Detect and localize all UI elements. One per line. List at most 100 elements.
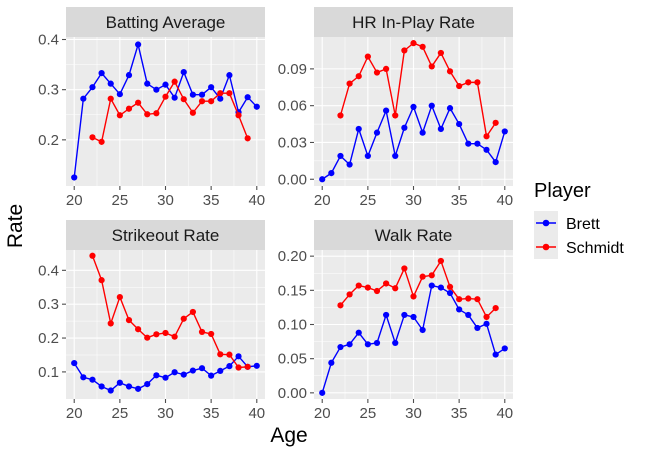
- data-point-schmidt: [125, 105, 133, 112]
- data-point-schmidt: [346, 80, 353, 87]
- data-point-brett: [392, 152, 399, 160]
- data-point-schmidt: [162, 329, 169, 337]
- data-point-brett: [492, 158, 499, 166]
- data-point-brett: [144, 80, 151, 87]
- legend-label-brett: Brett: [566, 216, 600, 233]
- y-tick-label: 0.3: [38, 296, 59, 313]
- data-point-schmidt: [401, 265, 408, 272]
- data-point-brett: [401, 124, 408, 131]
- data-point-schmidt: [180, 96, 187, 103]
- data-point-brett: [428, 282, 435, 289]
- data-point-brett: [153, 372, 160, 379]
- facet-strip-title: HR In-Play Rate: [352, 13, 475, 32]
- data-point-schmidt: [465, 295, 472, 302]
- data-point-brett: [383, 107, 390, 114]
- data-point-schmidt: [446, 283, 454, 291]
- data-point-schmidt: [189, 308, 196, 316]
- data-point-schmidt: [198, 98, 206, 105]
- data-point-brett: [235, 353, 242, 360]
- data-point-schmidt: [208, 330, 215, 338]
- facet-strip-title: Strikeout Rate: [112, 226, 220, 245]
- data-point-brett: [135, 41, 142, 48]
- data-point-schmidt: [355, 73, 362, 80]
- data-point-brett: [419, 326, 426, 334]
- data-point-brett: [217, 95, 224, 102]
- x-tick-label: 20: [66, 405, 83, 422]
- data-point-schmidt: [419, 43, 426, 50]
- data-point-brett: [189, 91, 196, 98]
- y-tick-label: 0.15: [278, 282, 307, 299]
- data-point-schmidt: [355, 282, 362, 289]
- x-tick-label: 30: [157, 192, 174, 209]
- x-tick-label: 25: [112, 192, 129, 209]
- y-tick-label: 0.09: [278, 61, 307, 78]
- panel-strikeout-rate: Strikeout Rate 20 25 30 35 40 0.1 0.2 0.3 0.4: [38, 220, 265, 422]
- data-point-brett: [401, 311, 408, 319]
- legend-title: Player: [534, 180, 591, 202]
- data-point-schmidt: [373, 69, 381, 76]
- data-point-schmidt: [419, 273, 426, 280]
- data-point-schmidt: [235, 112, 242, 119]
- data-point-schmidt: [373, 287, 381, 295]
- x-tick-label: 25: [112, 405, 129, 422]
- legend-point-schmidt: [542, 243, 550, 251]
- data-point-brett: [355, 329, 362, 336]
- data-point-schmidt: [437, 49, 444, 57]
- data-point-brett: [373, 339, 381, 347]
- data-point-brett: [162, 81, 169, 88]
- data-point-brett: [492, 351, 499, 358]
- data-point-schmidt: [392, 285, 399, 292]
- data-point-schmidt: [135, 326, 142, 333]
- data-point-brett: [198, 91, 206, 98]
- x-tick-label: 30: [405, 405, 422, 422]
- data-point-schmidt: [226, 351, 233, 358]
- data-point-schmidt: [410, 293, 417, 300]
- data-point-brett: [410, 313, 417, 321]
- data-point-brett: [217, 367, 224, 374]
- x-tick-label: 30: [157, 405, 174, 422]
- y-axis-title: Rate: [4, 204, 27, 248]
- data-point-schmidt: [235, 364, 242, 371]
- data-point-brett: [107, 80, 114, 87]
- data-point-brett: [373, 129, 381, 136]
- legend-point-brett: [542, 219, 550, 227]
- data-point-brett: [483, 320, 490, 327]
- data-point-schmidt: [208, 98, 215, 105]
- x-tick-label: 40: [248, 192, 265, 209]
- facet-strip-title: Batting Average: [106, 13, 226, 32]
- data-point-brett: [483, 146, 490, 153]
- data-point-brett: [253, 362, 260, 369]
- data-point-brett: [208, 84, 215, 91]
- y-tick-label: 0.2: [38, 330, 59, 347]
- data-point-schmidt: [244, 363, 251, 370]
- data-point-brett: [171, 369, 178, 376]
- y-tick-label: 0.1: [38, 364, 59, 381]
- data-point-brett: [226, 363, 233, 370]
- data-point-brett: [446, 105, 454, 112]
- data-point-brett: [198, 365, 206, 372]
- data-point-brett: [383, 311, 390, 319]
- data-point-schmidt: [483, 133, 490, 140]
- data-point-brett: [253, 103, 260, 110]
- x-tick-label: 35: [203, 405, 220, 422]
- data-point-brett: [437, 125, 444, 133]
- data-point-schmidt: [180, 315, 187, 322]
- x-tick-label: 40: [496, 405, 513, 422]
- data-point-brett: [80, 95, 87, 102]
- data-point-brett: [501, 345, 508, 352]
- data-point-schmidt: [364, 284, 371, 291]
- data-point-schmidt: [428, 272, 435, 279]
- data-point-schmidt: [465, 79, 472, 86]
- data-point-brett: [346, 161, 353, 168]
- data-point-schmidt: [116, 293, 123, 301]
- data-point-brett: [437, 284, 444, 291]
- data-point-schmidt: [456, 296, 463, 303]
- x-tick-label: 35: [451, 192, 468, 209]
- data-point-brett: [107, 387, 114, 394]
- data-point-schmidt: [89, 134, 96, 141]
- data-point-brett: [319, 389, 326, 396]
- data-point-schmidt: [337, 302, 344, 309]
- x-tick-label: 20: [314, 192, 331, 209]
- facet-strip: [314, 7, 513, 37]
- data-point-brett: [446, 289, 454, 297]
